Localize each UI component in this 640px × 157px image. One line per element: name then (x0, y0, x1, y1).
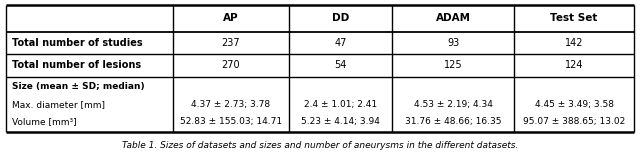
Text: ADAM: ADAM (436, 13, 471, 23)
Text: 47: 47 (334, 38, 347, 48)
Text: Table 1. Sizes of datasets and sizes and number of aneurysms in the different da: Table 1. Sizes of datasets and sizes and… (122, 141, 518, 150)
Text: Test Set: Test Set (550, 13, 598, 23)
Text: 52.83 ± 155.03; 14.71: 52.83 ± 155.03; 14.71 (180, 117, 282, 126)
Text: 4.45 ± 3.49; 3.58: 4.45 ± 3.49; 3.58 (534, 100, 614, 109)
Text: 4.53 ± 2.19; 4.34: 4.53 ± 2.19; 4.34 (414, 100, 493, 109)
Text: 124: 124 (564, 60, 583, 70)
Text: 125: 125 (444, 60, 463, 70)
Text: 270: 270 (221, 60, 240, 70)
Text: Volume [mm³]: Volume [mm³] (12, 117, 76, 126)
Text: 4.37 ± 2.73; 3.78: 4.37 ± 2.73; 3.78 (191, 100, 270, 109)
Text: 5.23 ± 4.14; 3.94: 5.23 ± 4.14; 3.94 (301, 117, 380, 126)
Text: Size (mean ± SD; median): Size (mean ± SD; median) (12, 82, 144, 91)
Text: 142: 142 (564, 38, 583, 48)
Text: Total number of studies: Total number of studies (12, 38, 142, 48)
Text: 2.4 ± 1.01; 2.41: 2.4 ± 1.01; 2.41 (304, 100, 377, 109)
Text: Total number of lesions: Total number of lesions (12, 60, 141, 70)
Text: AP: AP (223, 13, 239, 23)
Text: 93: 93 (447, 38, 460, 48)
Text: DD: DD (332, 13, 349, 23)
Text: 54: 54 (334, 60, 347, 70)
Text: 31.76 ± 48.66; 16.35: 31.76 ± 48.66; 16.35 (405, 117, 502, 126)
Text: 95.07 ± 388.65; 13.02: 95.07 ± 388.65; 13.02 (523, 117, 625, 126)
Text: Max. diameter [mm]: Max. diameter [mm] (12, 100, 104, 109)
Text: 237: 237 (221, 38, 240, 48)
